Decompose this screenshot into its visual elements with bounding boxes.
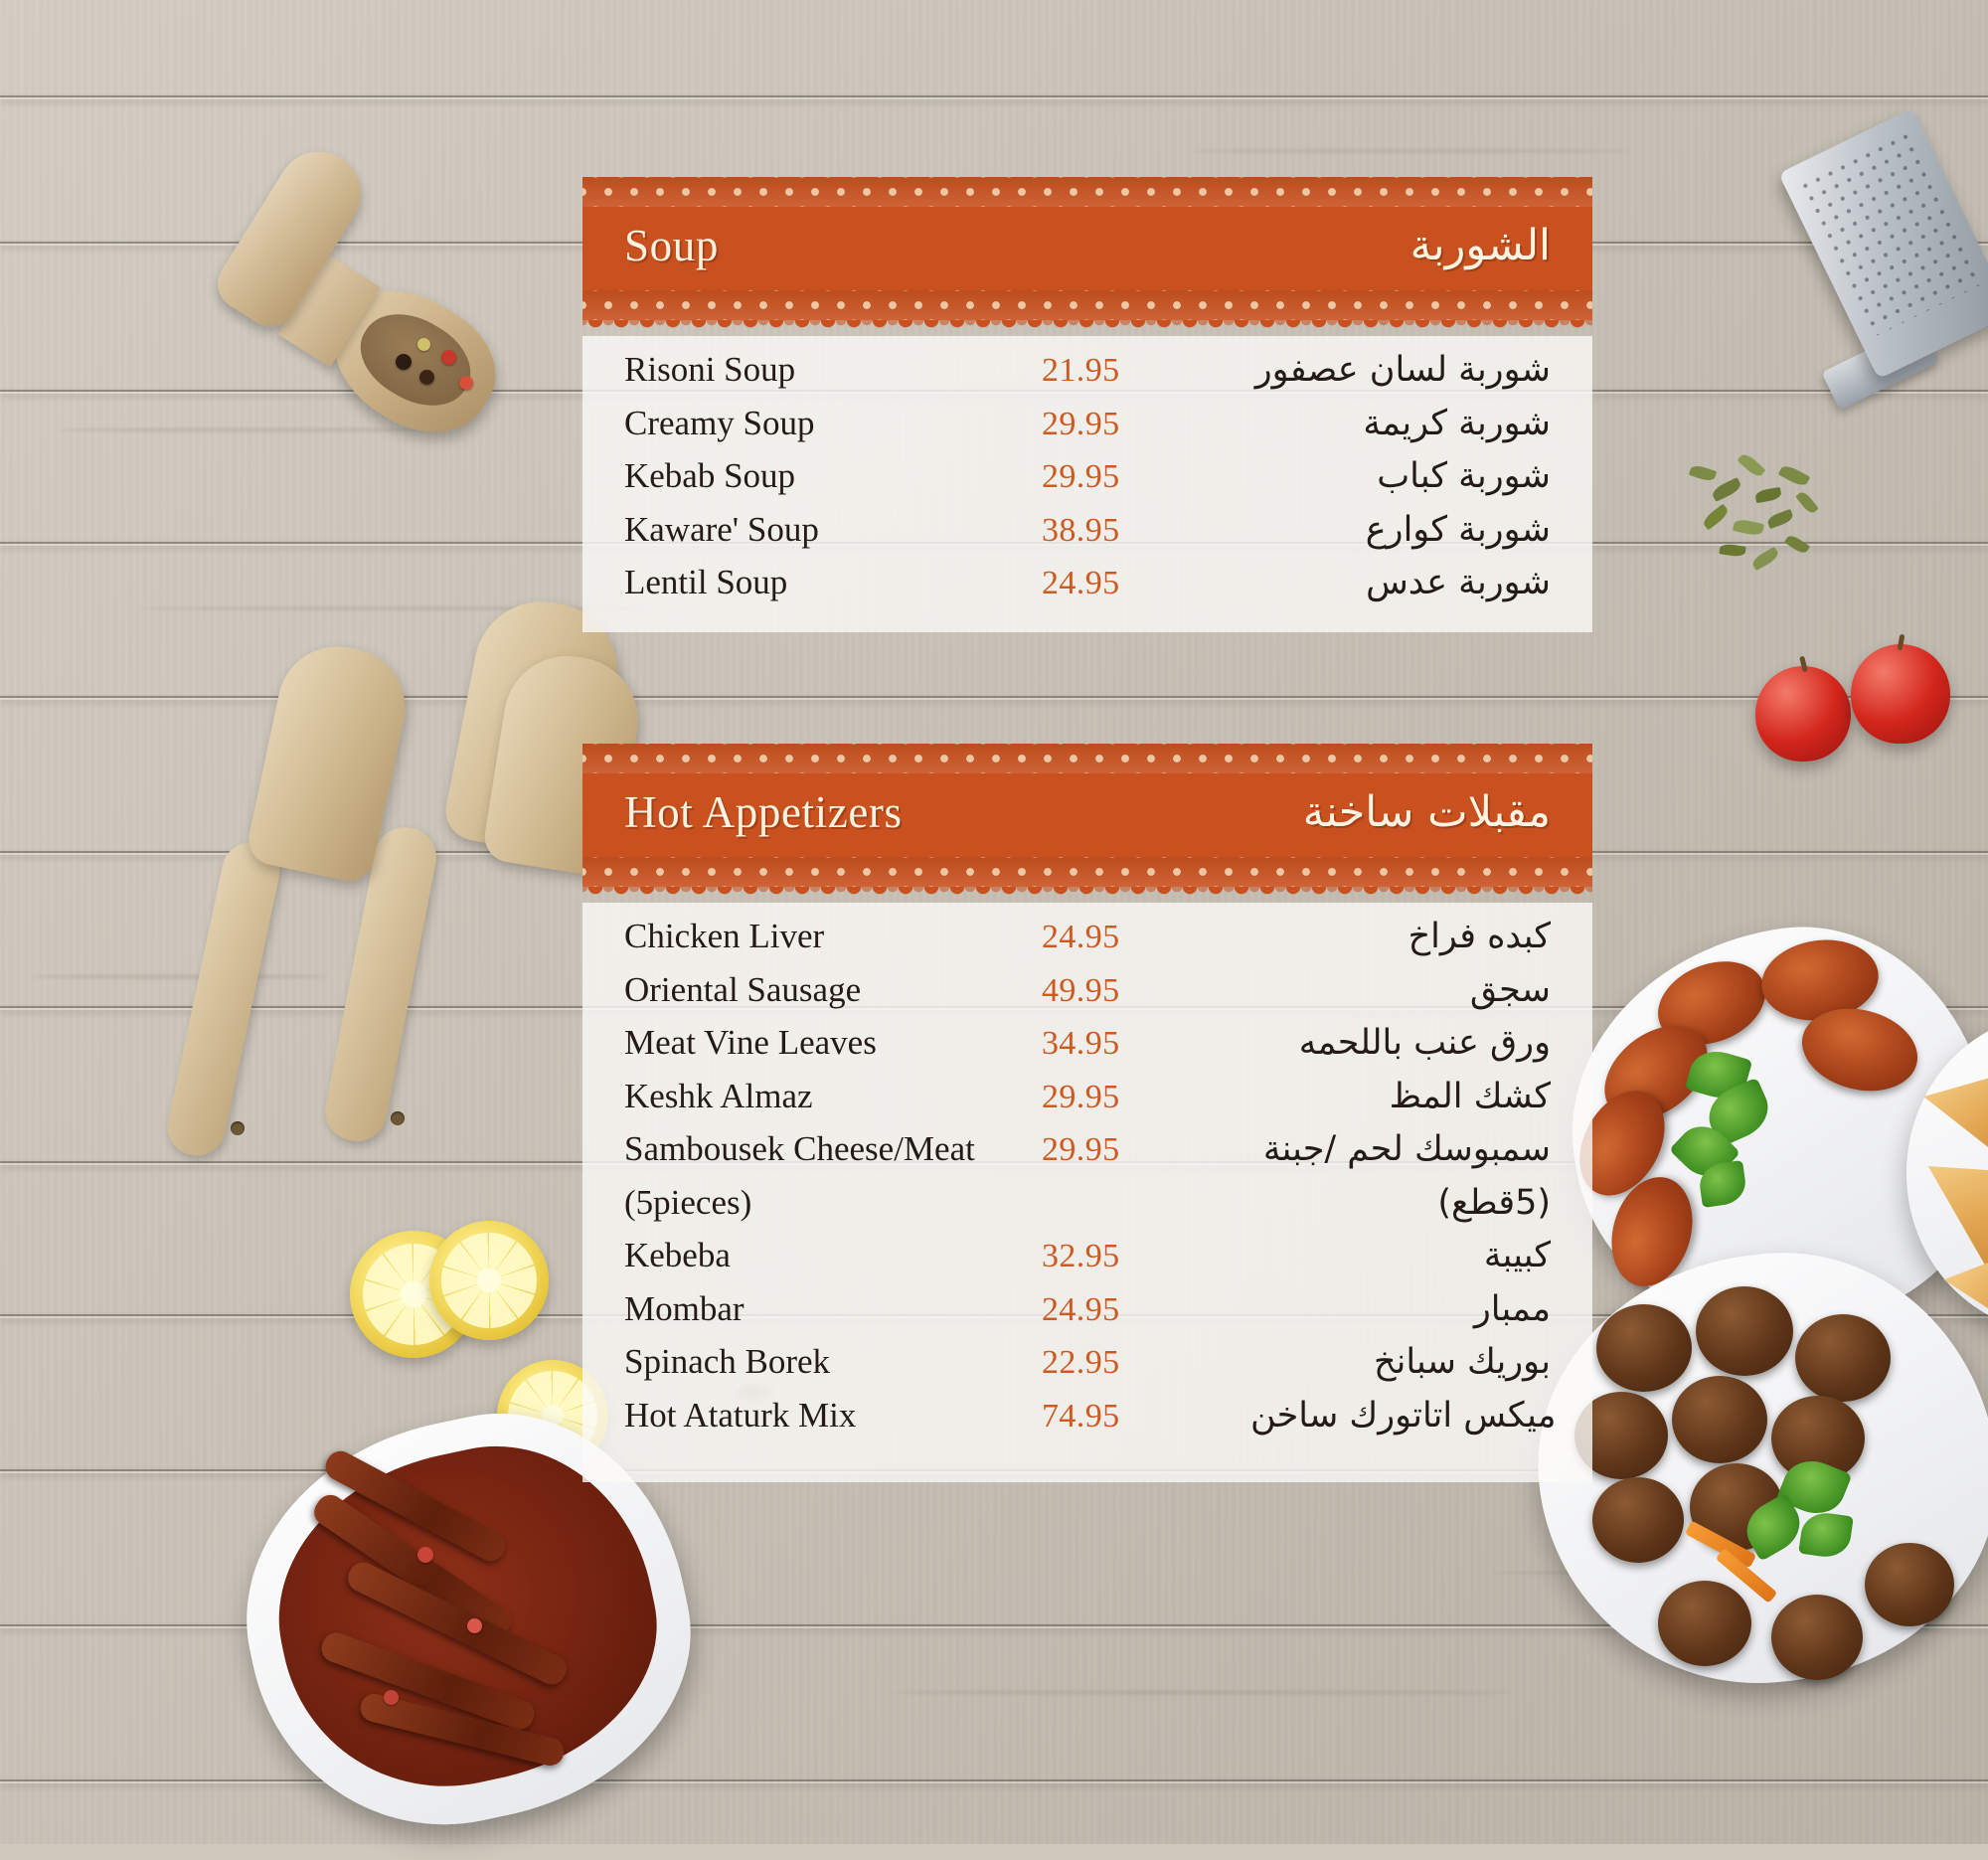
item-name-en: Hot Ataturk Mix: [624, 1395, 857, 1435]
item-name-ar: كبيبة: [1483, 1236, 1551, 1275]
ornament-fringe: [582, 887, 1592, 903]
menu-item-row[interactable]: Sambousek Cheese/Meat 29.95 سمبوسك لحم /…: [582, 1123, 1592, 1177]
ornament-band-top: [582, 177, 1592, 207]
item-name-en: Spinach Borek: [624, 1342, 831, 1381]
menu-item-row[interactable]: Risoni Soup 21.95 شوربة لسان عصفور: [582, 344, 1592, 398]
item-price: 38.95: [1042, 511, 1120, 549]
menu-items-hot-appetizers: Chicken Liver 24.95 كبده فراخ Oriental S…: [582, 903, 1592, 1482]
item-name-ar: شوربة كوارع: [1365, 509, 1551, 550]
menu-item-row[interactable]: Kaware' Soup 38.95 شوربة كوارع: [582, 504, 1592, 558]
item-name-en: Sambousek Cheese/Meat: [624, 1129, 975, 1168]
item-price: 74.95: [1042, 1397, 1120, 1435]
menu-section-hot-appetizers: Hot Appetizers مقبلات ساخنة Chicken Live…: [582, 744, 1592, 1482]
item-price: 22.95: [1042, 1344, 1120, 1381]
item-name-ar: سجق: [1469, 969, 1551, 1010]
ornament-fringe: [582, 320, 1592, 336]
item-name-ar: كبده فراخ: [1408, 917, 1551, 956]
item-name-en: Creamy Soup: [624, 403, 815, 442]
menu-item-row[interactable]: Meat Vine Leaves 34.95 ورق عنب باللحمه: [582, 1017, 1592, 1071]
item-price: 24.95: [1042, 1290, 1120, 1328]
item-name-ar: شوربة كريمة: [1363, 403, 1551, 443]
menu-item-row-continuation[interactable]: (5pieces) (5قطع): [582, 1177, 1592, 1231]
item-price: 32.95: [1042, 1238, 1120, 1274]
item-price: 24.95: [1042, 919, 1120, 955]
item-name-en: Kebab Soup: [624, 456, 796, 495]
item-price: 29.95: [1042, 1078, 1120, 1115]
item-name-en: Chicken Liver: [624, 917, 825, 955]
menu-section-soup: Soup الشوربة Risoni Soup 21.95 شوربة لسا…: [582, 177, 1592, 632]
item-name-en: Kaware' Soup: [624, 509, 819, 549]
ornament-band-bottom: [582, 290, 1592, 320]
menu-item-row[interactable]: Mombar 24.95 ممبار: [582, 1283, 1592, 1337]
item-name-ar: شوربة كباب: [1377, 456, 1551, 496]
item-price: 29.95: [1042, 458, 1120, 495]
menu-item-row[interactable]: Lentil Soup 24.95 شوربة عدس: [582, 557, 1592, 610]
menu-item-row[interactable]: Kebeba 32.95 كبيبة: [582, 1230, 1592, 1283]
item-price: 21.95: [1042, 352, 1120, 389]
section-title-en: Soup: [624, 220, 719, 270]
section-header-soup: Soup الشوربة: [582, 207, 1592, 290]
item-name-en: (5pieces): [624, 1182, 752, 1222]
item-name-ar: ورق عنب باللحمه: [1298, 1023, 1551, 1063]
menu-item-row[interactable]: Creamy Soup 29.95 شوربة كريمة: [582, 398, 1592, 451]
item-name-ar: ممبار: [1473, 1288, 1551, 1329]
item-name-en: Oriental Sausage: [624, 969, 862, 1009]
item-name-ar: سمبوسك لحم /جبنة: [1262, 1129, 1551, 1169]
section-title-ar: الشوربة: [1409, 220, 1551, 270]
ornament-band-bottom: [582, 857, 1592, 887]
item-name-ar: (5قطع): [1437, 1182, 1551, 1223]
menu-item-row[interactable]: Oriental Sausage 49.95 سجق: [582, 964, 1592, 1018]
item-name-ar: شوربة لسان عصفور: [1254, 350, 1551, 390]
item-name-ar: كشك المظ: [1389, 1076, 1551, 1116]
item-price: 24.95: [1042, 565, 1120, 601]
menu-item-row[interactable]: Kebab Soup 29.95 شوربة كباب: [582, 450, 1592, 504]
menu-item-row[interactable]: Keshk Almaz 29.95 كشك المظ: [582, 1071, 1592, 1124]
item-name-en: Kebeba: [624, 1236, 731, 1274]
section-header-hot-appetizers: Hot Appetizers مقبلات ساخنة: [582, 773, 1592, 857]
item-price: 29.95: [1042, 1131, 1120, 1168]
menu-item-row[interactable]: Chicken Liver 24.95 كبده فراخ: [582, 911, 1592, 964]
item-name-ar: ميكس اتاتورك ساخن: [1250, 1395, 1557, 1436]
item-price: 29.95: [1042, 405, 1120, 442]
item-price: 34.95: [1042, 1025, 1120, 1062]
menu-item-row[interactable]: Hot Ataturk Mix 74.95 ميكس اتاتورك ساخن: [582, 1390, 1592, 1443]
item-name-en: Risoni Soup: [624, 350, 796, 389]
item-name-en: Lentil Soup: [624, 563, 788, 601]
menu-items-soup: Risoni Soup 21.95 شوربة لسان عصفور Cream…: [582, 336, 1592, 632]
item-name-ar: شوربة عدس: [1366, 563, 1551, 602]
menu-item-row[interactable]: Spinach Borek 22.95 بوريك سبانخ: [582, 1336, 1592, 1390]
section-title-ar: مقبلات ساخنة: [1302, 786, 1551, 837]
item-name-ar: بوريك سبانخ: [1374, 1342, 1551, 1382]
item-name-en: Keshk Almaz: [624, 1076, 813, 1115]
item-name-en: Mombar: [624, 1288, 745, 1328]
ornament-band-top: [582, 744, 1592, 773]
item-name-en: Meat Vine Leaves: [624, 1023, 877, 1062]
section-title-en: Hot Appetizers: [624, 786, 903, 837]
item-price: 49.95: [1042, 971, 1120, 1009]
